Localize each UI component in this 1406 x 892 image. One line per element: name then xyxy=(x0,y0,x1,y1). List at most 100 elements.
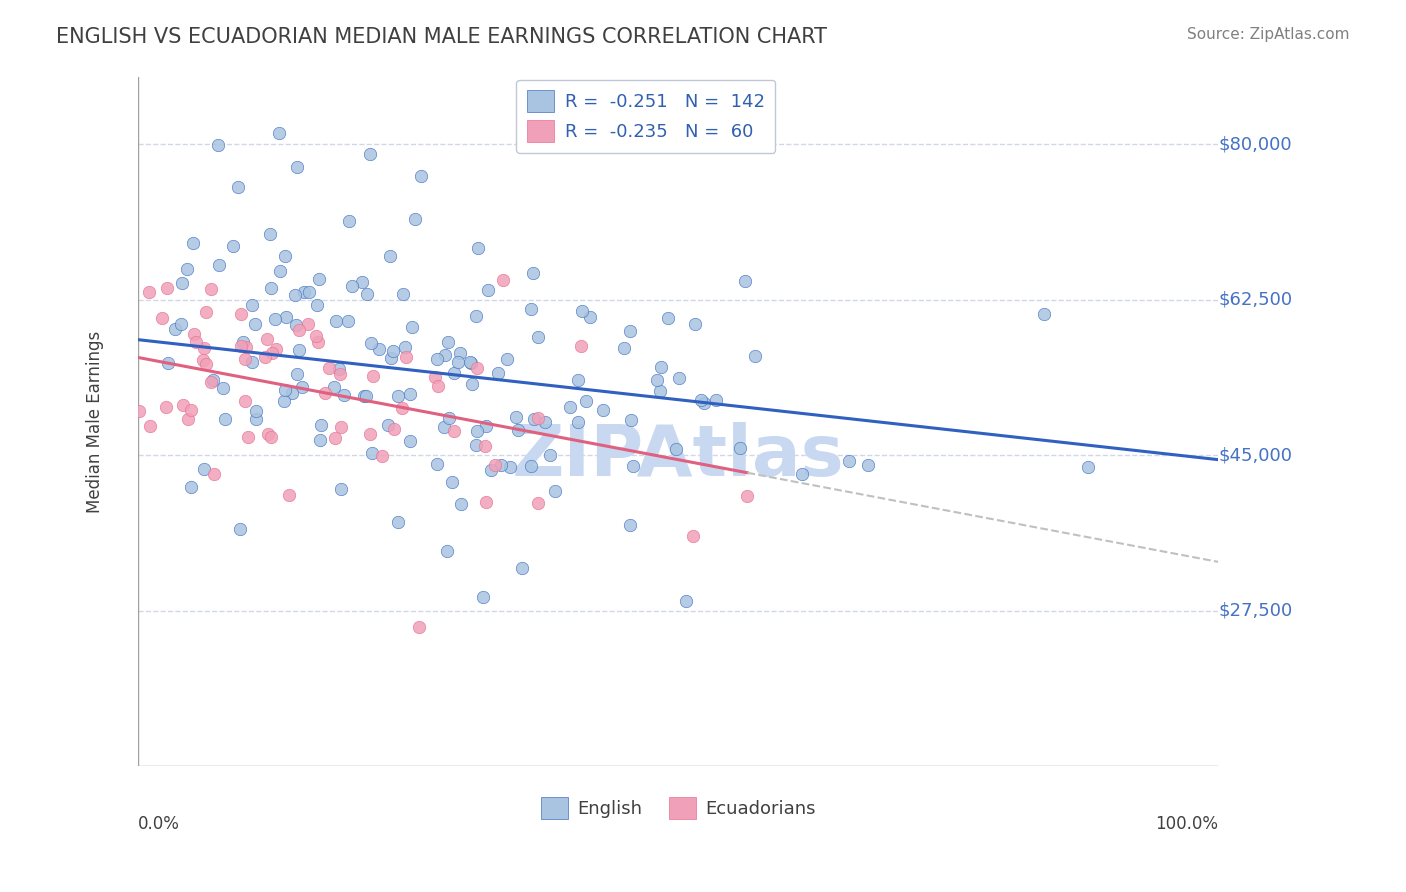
English xyxy=(360,335,382,350)
English xyxy=(447,354,470,368)
Ecuadorians xyxy=(260,346,283,360)
English xyxy=(449,346,471,360)
English xyxy=(360,446,382,460)
English xyxy=(325,314,347,328)
Ecuadorians xyxy=(155,400,177,414)
Ecuadorians xyxy=(492,273,515,287)
English xyxy=(544,483,567,498)
Ecuadorians xyxy=(395,350,418,364)
English xyxy=(592,403,614,417)
Ecuadorians xyxy=(737,489,759,503)
English xyxy=(567,374,589,388)
English xyxy=(443,367,465,381)
English xyxy=(668,371,690,385)
English xyxy=(475,418,498,433)
English xyxy=(440,475,463,489)
English xyxy=(401,319,423,334)
English xyxy=(380,249,402,263)
English xyxy=(394,340,416,354)
English xyxy=(623,458,645,473)
Ecuadorians xyxy=(371,449,394,463)
English xyxy=(309,433,332,447)
English xyxy=(613,341,636,355)
English xyxy=(228,180,250,194)
English xyxy=(354,388,377,402)
Text: ENGLISH VS ECUADORIAN MEDIAN MALE EARNINGS CORRELATION CHART: ENGLISH VS ECUADORIAN MEDIAN MALE EARNIN… xyxy=(56,27,827,46)
English xyxy=(281,386,304,401)
English xyxy=(533,415,555,429)
Ecuadorians xyxy=(233,393,256,408)
English xyxy=(240,298,263,312)
English xyxy=(1033,307,1056,321)
Ecuadorians xyxy=(277,488,299,502)
English xyxy=(181,235,204,250)
Ecuadorians xyxy=(152,310,174,325)
Ecuadorians xyxy=(329,368,352,382)
English xyxy=(683,318,706,332)
Ecuadorians xyxy=(475,494,498,508)
English xyxy=(675,594,697,608)
English xyxy=(180,480,202,494)
English xyxy=(377,418,399,433)
Ecuadorians xyxy=(200,375,222,389)
English xyxy=(520,301,543,316)
English xyxy=(399,387,422,401)
Ecuadorians xyxy=(266,342,288,356)
English xyxy=(356,286,378,301)
English xyxy=(273,394,295,409)
English xyxy=(340,279,363,293)
English xyxy=(404,212,426,227)
English xyxy=(207,138,229,153)
English xyxy=(330,482,353,496)
English xyxy=(308,271,330,285)
Ecuadorians xyxy=(330,419,353,434)
English xyxy=(176,262,198,277)
Ecuadorians xyxy=(260,430,283,444)
Ecuadorians xyxy=(314,385,336,400)
Ecuadorians xyxy=(202,467,225,481)
English xyxy=(291,380,314,394)
Ecuadorians xyxy=(156,281,179,295)
English xyxy=(496,352,519,367)
Ecuadorians xyxy=(191,352,214,367)
English xyxy=(567,415,589,429)
Ecuadorians xyxy=(465,361,488,376)
Ecuadorians xyxy=(193,342,215,356)
English xyxy=(437,334,460,349)
Ecuadorians xyxy=(183,327,205,342)
English xyxy=(619,517,641,532)
English xyxy=(461,377,484,392)
English xyxy=(458,355,481,369)
Text: ZIPAtlas: ZIPAtlas xyxy=(512,422,845,491)
English xyxy=(505,410,527,425)
English xyxy=(337,213,360,227)
English xyxy=(380,351,402,365)
English xyxy=(433,348,456,362)
English xyxy=(259,227,281,241)
Legend: English, Ecuadorians: English, Ecuadorians xyxy=(533,789,823,826)
English xyxy=(409,169,432,184)
English xyxy=(467,241,489,255)
English xyxy=(336,314,359,328)
Text: $62,500: $62,500 xyxy=(1219,291,1292,309)
English xyxy=(353,389,375,403)
Ecuadorians xyxy=(425,370,447,384)
Ecuadorians xyxy=(288,323,311,337)
English xyxy=(276,310,298,325)
English xyxy=(558,400,581,414)
English xyxy=(650,359,672,374)
English xyxy=(645,373,668,387)
English xyxy=(274,249,297,263)
Ecuadorians xyxy=(254,350,277,364)
Text: $27,500: $27,500 xyxy=(1219,602,1292,620)
English xyxy=(538,449,561,463)
English xyxy=(460,356,482,370)
English xyxy=(465,425,488,439)
English xyxy=(728,441,751,455)
Ecuadorians xyxy=(323,432,346,446)
English xyxy=(436,543,458,558)
Ecuadorians xyxy=(256,332,278,346)
English xyxy=(163,322,186,336)
English xyxy=(690,392,713,407)
Text: Source: ZipAtlas.com: Source: ZipAtlas.com xyxy=(1187,27,1350,42)
